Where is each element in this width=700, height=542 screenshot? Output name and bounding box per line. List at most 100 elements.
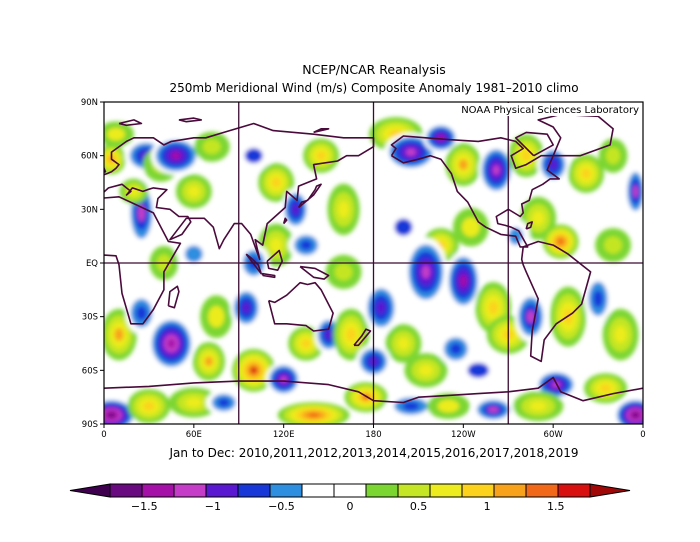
coastline <box>267 281 334 332</box>
colorbar-swatch <box>109 483 143 498</box>
anomaly-cell <box>568 154 605 193</box>
anomaly-cell <box>514 290 547 343</box>
anomaly-cell <box>613 397 643 424</box>
period-label: Jan to Dec: 2010,2011,2012,2013,2014,201… <box>169 446 579 460</box>
anomaly-cell <box>150 136 202 175</box>
credit-label: NOAA Physical Sciences Laboratory <box>461 105 639 116</box>
colorbar-swatch <box>269 483 303 498</box>
coastline <box>299 265 330 280</box>
coastline <box>167 285 180 309</box>
colorbar-swatch <box>141 483 175 498</box>
map-subtitle: 250mb Meridional Wind (m/s) Composite An… <box>169 81 578 95</box>
gridlines <box>104 102 643 424</box>
anomaly-cell <box>232 348 276 392</box>
anomaly-cell <box>624 165 643 218</box>
anomaly-cell <box>119 178 149 205</box>
anomaly-cell <box>303 138 340 173</box>
colorbar-low-arrow <box>69 483 111 498</box>
colorbar-label: 0.5 <box>410 500 428 513</box>
colorbar-swatch <box>461 483 495 498</box>
lat-tick-label: 30N <box>81 205 98 215</box>
lon-tick-label: 60E <box>186 430 202 440</box>
anomaly-cell <box>192 342 225 381</box>
anomaly-cell <box>598 138 628 173</box>
anomaly-cell <box>542 224 579 259</box>
colorbar-swatch <box>173 483 207 498</box>
coastline <box>104 166 107 173</box>
coastline <box>313 128 330 134</box>
coastline <box>525 221 533 230</box>
anomaly-cell <box>456 355 500 386</box>
anomaly-cell <box>445 250 482 311</box>
anomaly-cell <box>583 273 613 325</box>
map-area: NOAA Physical Sciences Laboratory <box>71 101 644 425</box>
anomaly-cell <box>168 387 219 418</box>
coastline <box>266 249 283 271</box>
coastline <box>261 272 276 279</box>
anomaly-cell <box>205 389 242 416</box>
anomaly-cell <box>235 140 272 171</box>
anomaly-cell <box>404 353 448 388</box>
colorbar-swatch <box>493 483 527 498</box>
colorbar-swatch <box>237 483 271 498</box>
coastline <box>118 119 143 127</box>
longitude-axis: 0 60E 120E 180 120W 60W 0 <box>101 424 646 440</box>
anomaly-cell <box>437 331 474 367</box>
lon-tick-label: 0 <box>101 430 106 440</box>
coastline <box>297 183 322 209</box>
coastline <box>353 328 372 347</box>
lon-tick-label: 180 <box>365 430 381 440</box>
lon-tick-label: 120E <box>273 430 295 440</box>
coastline <box>71 145 83 149</box>
anomaly-cell <box>230 286 263 330</box>
colorbar-swatch <box>365 483 399 498</box>
anomaly-cell <box>175 174 212 209</box>
lat-tick-label: 60S <box>82 366 98 376</box>
anomaly-cell <box>333 308 370 361</box>
colorbar-swatch <box>333 483 367 498</box>
anomaly-cell <box>385 324 422 363</box>
colorbar-label: −1.5 <box>131 500 158 513</box>
anomaly-cell <box>385 210 422 245</box>
lat-tick-label: EQ <box>86 259 98 269</box>
colorbar: −1.5 −1 −0.5 0 0.5 1 1.5 <box>69 483 631 513</box>
anomaly-cell <box>404 237 448 307</box>
lon-tick-label: 60W <box>544 430 564 440</box>
anomaly-cell <box>258 163 295 202</box>
coastline <box>104 122 375 261</box>
anomaly-cell <box>513 391 564 422</box>
colorbar-label: 0 <box>347 500 354 513</box>
coastline <box>245 253 262 275</box>
lat-tick-label: 90N <box>81 98 98 108</box>
colorbar-label: −0.5 <box>268 500 295 513</box>
anomaly-cell <box>363 281 399 334</box>
colorbar-high-arrow <box>589 483 631 498</box>
latitude-axis: 90N 60N 30N EQ 30S 60S 90S <box>81 98 104 430</box>
colorbar-swatch <box>301 483 335 498</box>
anomaly-cell <box>422 122 459 153</box>
colorbar-swatch <box>525 483 559 498</box>
credit-box <box>446 103 642 116</box>
anomaly-cell <box>452 207 489 247</box>
anomaly-cell <box>602 308 639 361</box>
anomaly-field <box>104 117 643 424</box>
anomaly-cell <box>281 187 311 231</box>
anomaly-cell <box>471 396 515 423</box>
colorbar-label: −1 <box>205 500 221 513</box>
anomaly-cell <box>148 315 195 372</box>
anomaly-cell <box>426 393 470 419</box>
anomaly-cell <box>445 143 482 187</box>
colorbar-label: 1 <box>484 500 491 513</box>
colorbar-label: 1.5 <box>547 500 565 513</box>
lat-tick-label: 60N <box>81 152 98 162</box>
anomaly-cell <box>193 131 230 162</box>
lon-tick-label: 120W <box>451 430 476 440</box>
anomaly-cell <box>595 227 632 263</box>
anomaly-cell <box>325 254 362 290</box>
anomaly-cell <box>478 144 515 196</box>
map-title: NCEP/NCAR Reanalysis <box>302 62 445 77</box>
coastline <box>282 217 288 225</box>
anomaly-cell <box>200 295 233 339</box>
anomaly-cell <box>127 388 171 424</box>
anomaly-cell <box>265 362 302 397</box>
